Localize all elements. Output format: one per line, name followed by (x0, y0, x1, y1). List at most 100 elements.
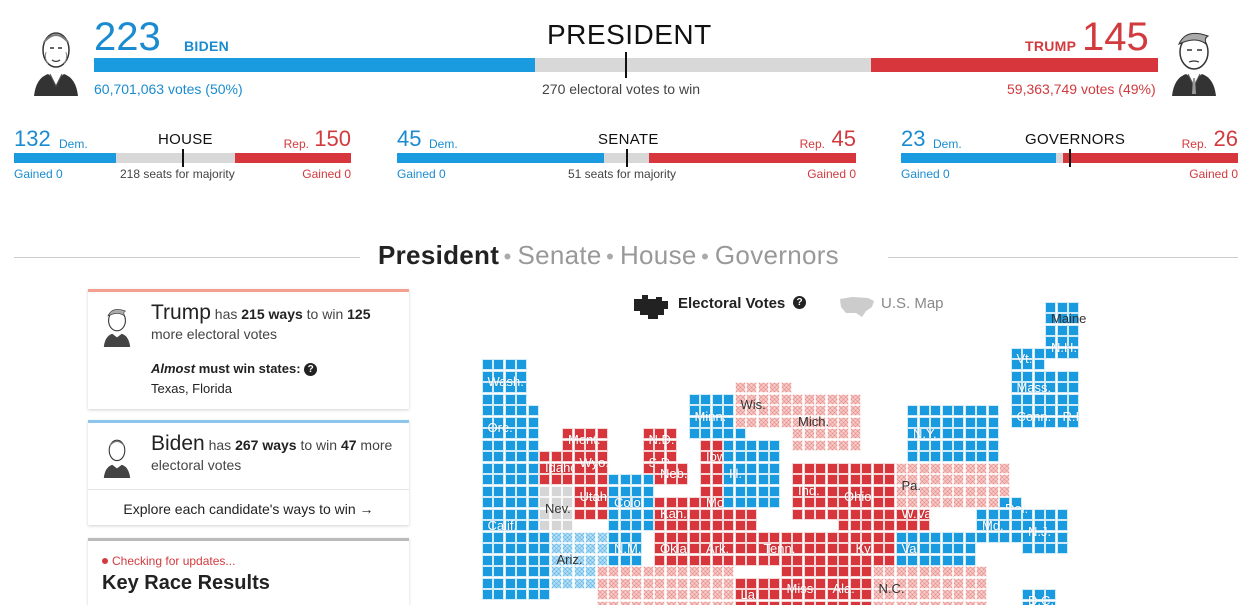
state-cell[interactable] (619, 543, 631, 554)
state-cell[interactable] (815, 497, 826, 508)
state-cell[interactable] (539, 577, 550, 589)
state-cell[interactable] (769, 577, 780, 589)
state-cell[interactable] (1022, 589, 1033, 600)
state-cell[interactable] (700, 405, 711, 416)
state-cell[interactable] (907, 520, 918, 531)
state-cell[interactable] (746, 600, 757, 605)
state-cell[interactable] (861, 485, 872, 497)
state-cell[interactable] (1033, 589, 1045, 600)
state-cell[interactable] (826, 554, 838, 566)
state-cell[interactable] (677, 566, 688, 577)
state-cell[interactable] (861, 554, 872, 566)
state-cell[interactable] (631, 543, 642, 554)
state-cell[interactable] (849, 405, 861, 416)
state-cell[interactable] (619, 600, 631, 605)
state-cell[interactable] (918, 497, 930, 508)
state-cell[interactable] (562, 566, 573, 577)
state-cell[interactable] (527, 577, 539, 589)
state-cell[interactable] (700, 497, 711, 508)
state-cell[interactable] (1033, 359, 1045, 370)
state-cell[interactable] (516, 393, 527, 405)
explore-ways-link[interactable]: Explore each candidate's ways to win → (123, 501, 374, 517)
state-cell[interactable] (918, 577, 930, 589)
state-cell[interactable] (895, 531, 907, 543)
state-cell[interactable] (527, 451, 539, 462)
state-cell[interactable] (1056, 508, 1068, 520)
state-cell[interactable] (562, 577, 573, 589)
state-cell[interactable] (711, 520, 723, 531)
state-cell[interactable] (792, 428, 803, 439)
state-cell[interactable] (815, 554, 826, 566)
state-cell[interactable] (1056, 520, 1068, 531)
state-cell[interactable] (596, 439, 608, 451)
state-cell[interactable] (792, 439, 803, 451)
state-cell[interactable] (711, 439, 723, 451)
state-cell[interactable] (608, 543, 619, 554)
state-cell[interactable] (941, 439, 953, 451)
state-cell[interactable] (746, 416, 757, 428)
state-cell[interactable] (527, 405, 539, 416)
state-cell[interactable] (573, 439, 585, 451)
state-cell[interactable] (688, 600, 700, 605)
state-cell[interactable] (941, 566, 953, 577)
state-cell[interactable] (585, 485, 596, 497)
state-cell[interactable] (803, 416, 815, 428)
state-cell[interactable] (792, 508, 803, 520)
state-cell[interactable] (746, 462, 757, 474)
state-cell[interactable] (884, 462, 895, 474)
state-cell[interactable] (665, 577, 677, 589)
state-cell[interactable] (654, 531, 665, 543)
state-cell[interactable] (1045, 416, 1056, 428)
state-cell[interactable] (1045, 589, 1056, 600)
state-cell[interactable] (941, 428, 953, 439)
state-cell[interactable] (1033, 531, 1045, 543)
state-cell[interactable] (527, 485, 539, 497)
state-cell[interactable] (516, 370, 527, 382)
state-cell[interactable] (493, 428, 504, 439)
state-cell[interactable] (573, 474, 585, 485)
state-cell[interactable] (608, 531, 619, 543)
state-cell[interactable] (930, 416, 941, 428)
help-icon[interactable]: ? (793, 296, 806, 309)
state-cell[interactable] (481, 416, 493, 428)
state-cell[interactable] (907, 405, 918, 416)
state-cell[interactable] (723, 428, 734, 439)
state-cell[interactable] (700, 554, 711, 566)
state-cell[interactable] (665, 451, 677, 462)
state-cell[interactable] (1033, 508, 1045, 520)
state-cell[interactable] (642, 451, 654, 462)
state-cell[interactable] (918, 405, 930, 416)
state-cell[interactable] (987, 428, 999, 439)
state-cell[interactable] (585, 577, 596, 589)
state-cell[interactable] (918, 485, 930, 497)
state-cell[interactable] (803, 600, 815, 605)
state-cell[interactable] (918, 543, 930, 554)
state-cell[interactable] (608, 485, 619, 497)
state-cell[interactable] (677, 520, 688, 531)
state-cell[interactable] (665, 554, 677, 566)
state-cell[interactable] (562, 520, 573, 531)
state-cell[interactable] (1010, 382, 1022, 393)
state-cell[interactable] (481, 382, 493, 393)
state-cell[interactable] (930, 474, 941, 485)
state-cell[interactable] (665, 543, 677, 554)
state-cell[interactable] (884, 543, 895, 554)
state-cell[interactable] (746, 485, 757, 497)
state-cell[interactable] (895, 508, 907, 520)
state-cell[interactable] (964, 577, 976, 589)
state-cell[interactable] (562, 497, 573, 508)
state-cell[interactable] (516, 439, 527, 451)
state-cell[interactable] (918, 600, 930, 605)
state-cell[interactable] (550, 577, 562, 589)
state-cell[interactable] (527, 474, 539, 485)
state-cell[interactable] (550, 485, 562, 497)
state-cell[interactable] (504, 462, 516, 474)
state-cell[interactable] (734, 451, 746, 462)
state-cell[interactable] (872, 474, 884, 485)
state-cell[interactable] (481, 520, 493, 531)
state-cell[interactable] (838, 474, 849, 485)
state-cell[interactable] (550, 508, 562, 520)
state-cell[interactable] (872, 508, 884, 520)
state-cell[interactable] (516, 520, 527, 531)
state-cell[interactable] (516, 405, 527, 416)
